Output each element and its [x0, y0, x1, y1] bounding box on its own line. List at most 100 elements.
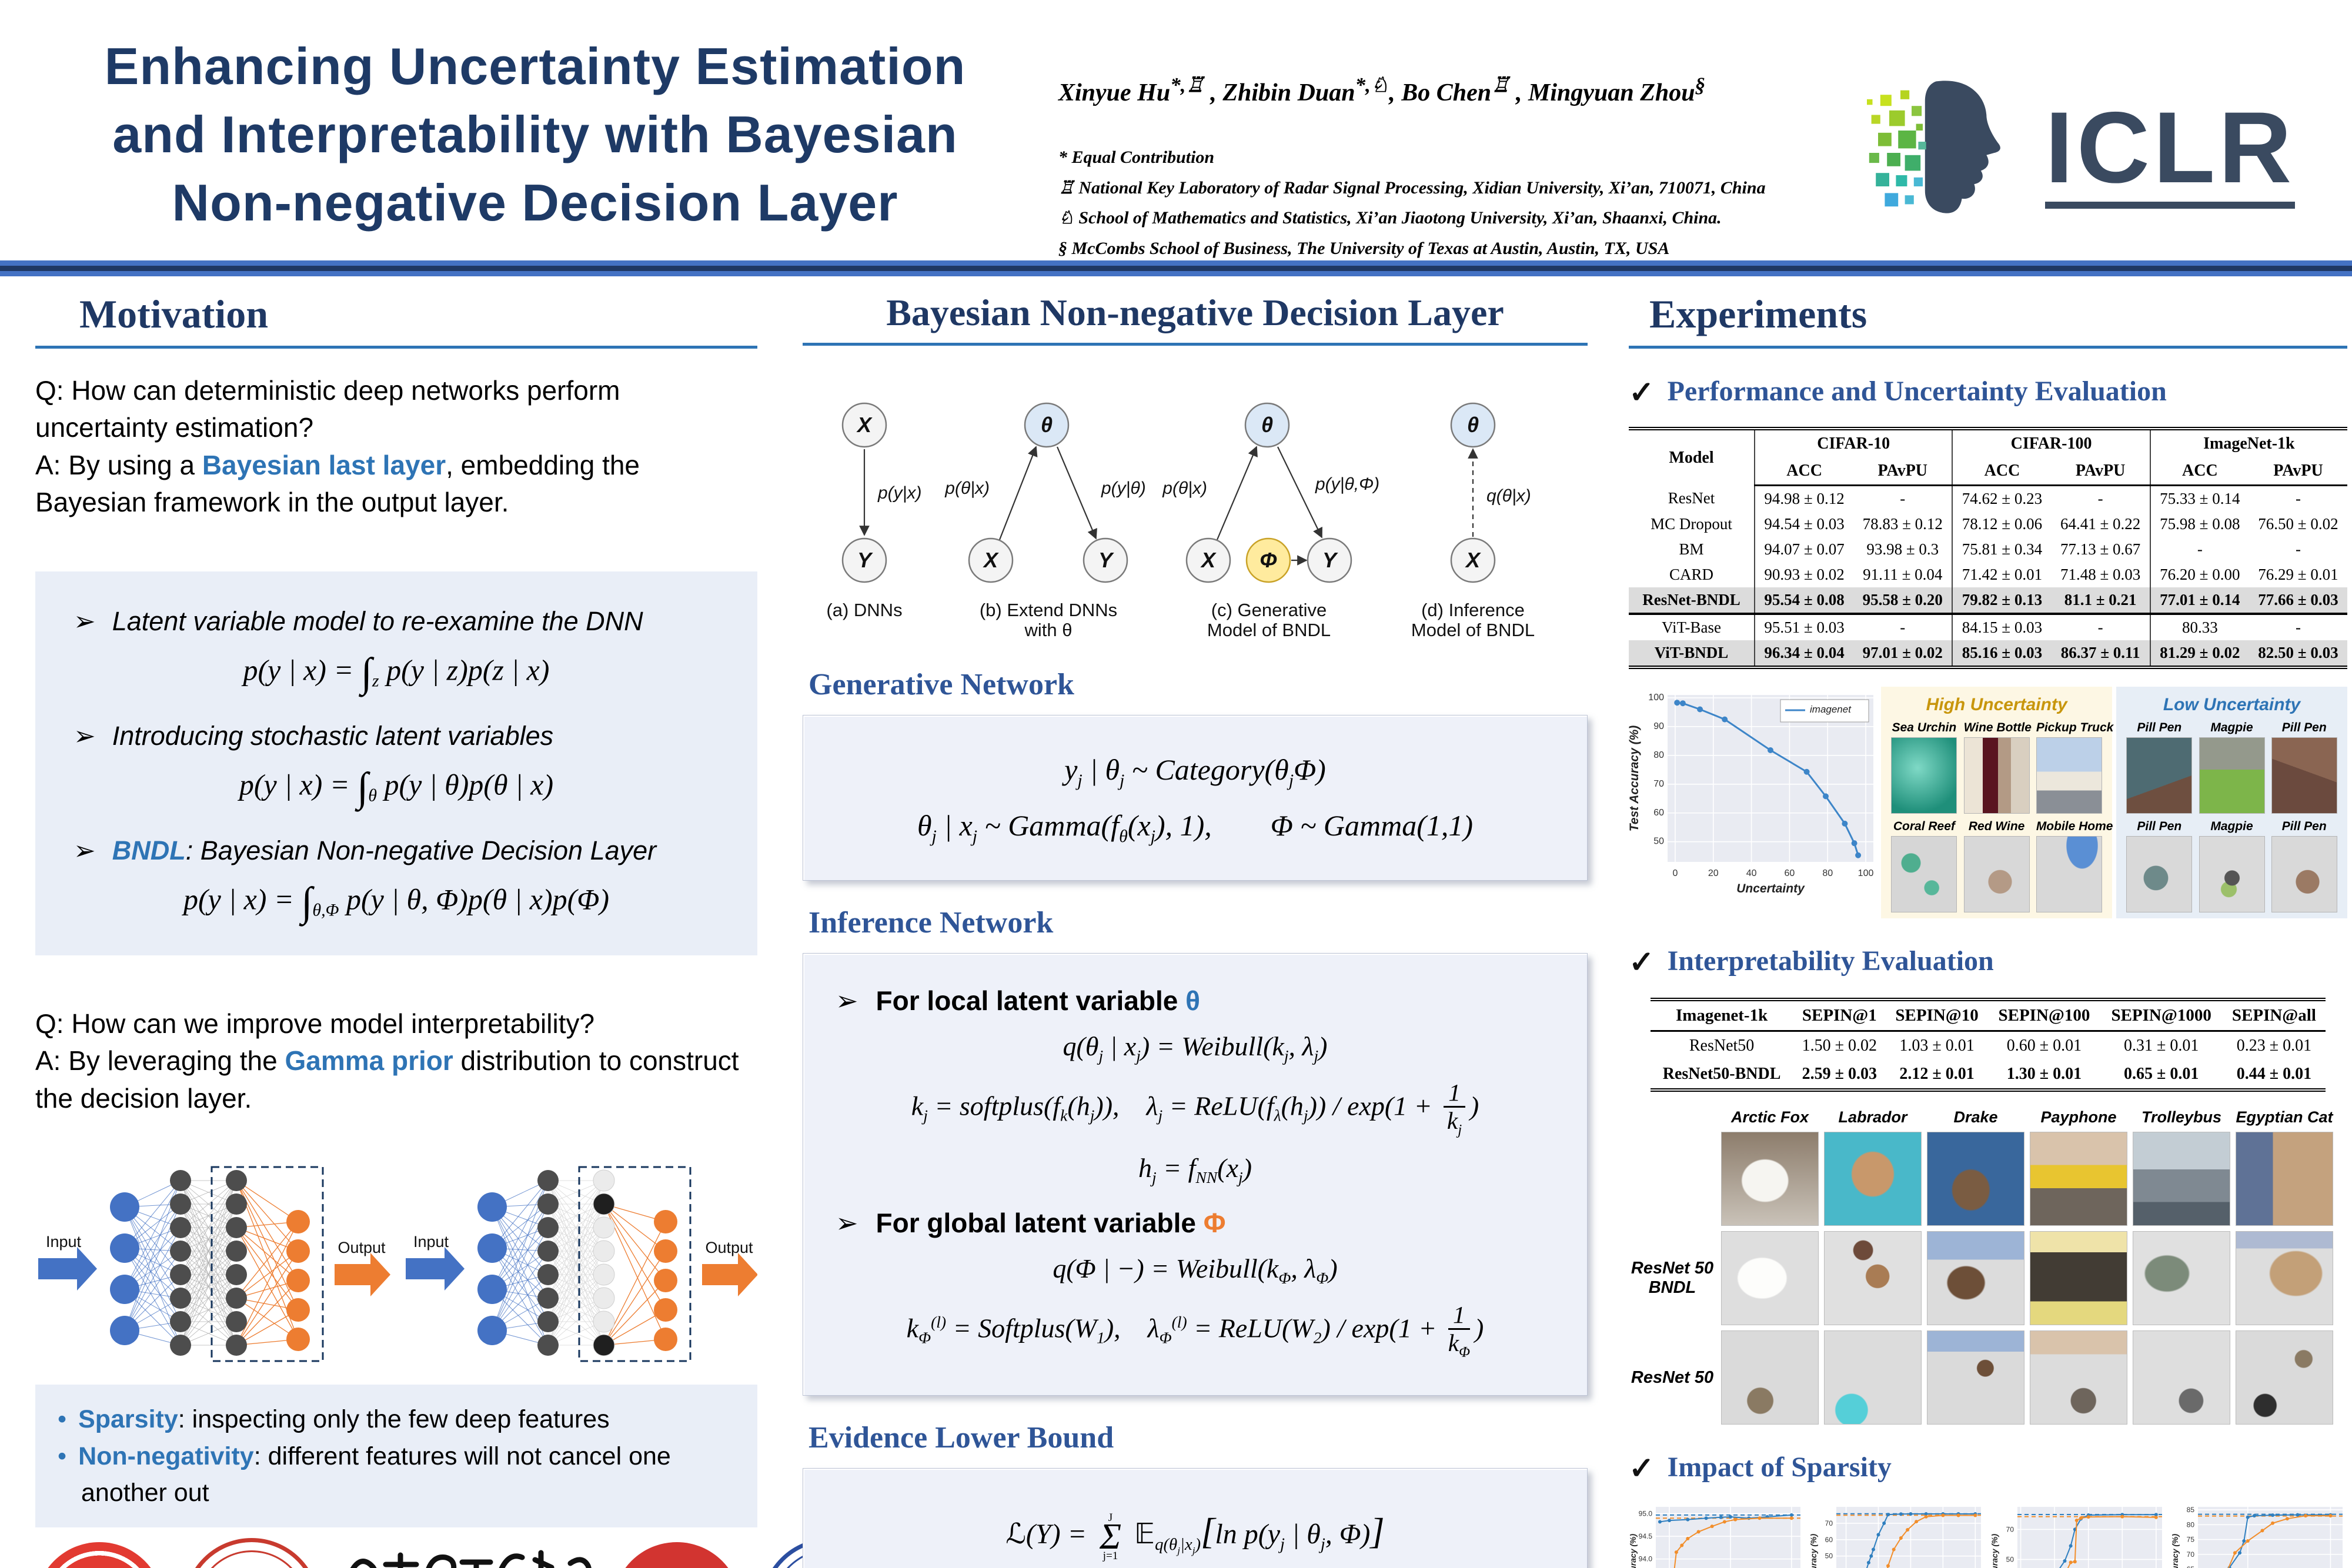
- sparsity-chart-cifar10: 92.593.093.594.094.595.010⁻²10⁻¹10⁰1 - S…: [1628, 1501, 1805, 1568]
- sparsity-chart-places10: 45505560657075808510⁻¹10⁰1 - SparsityTes…: [2170, 1501, 2347, 1568]
- bullet-item: ➢ Introducing stochastic latent variables: [74, 720, 554, 751]
- motivation-heading: Motivation: [79, 292, 269, 336]
- svg-text:80: 80: [1653, 750, 1664, 760]
- motivation-q1: Q: How can deterministic deep networks p…: [35, 375, 640, 518]
- svg-text:70: 70: [1825, 1519, 1833, 1527]
- arrow-bullet-icon: ➢: [74, 835, 96, 865]
- accuracy-vs-uncertainty-chart: 50 60 70 80 90 100 0 20 40 60 80 100 Uncertainty Test…: [1629, 693, 1873, 895]
- check-icon: ✓: [1629, 376, 1655, 410]
- svg-text:Y: Y: [1322, 548, 1338, 572]
- svg-text:θ: θ: [1041, 413, 1053, 437]
- svg-text:θ: θ: [1261, 413, 1273, 437]
- saliency-image: Mobile Home: [2036, 820, 2113, 912]
- iclr-face-icon: [1867, 81, 2000, 213]
- equation: p(y | x) = ∫θ p(y | θ)p(θ | x): [239, 764, 554, 810]
- table-row: ResNet50-BNDL 2.59 ± 0.03 2.12 ± 0.01 1.30 …: [1662, 1065, 2312, 1083]
- high-uncertainty-panel: High Uncertainty Sea Urchin Wine Bottle …: [1881, 687, 2113, 918]
- svg-text:50: 50: [1653, 837, 1664, 847]
- resnet-saliency: [2236, 1330, 2333, 1425]
- original-image: [2030, 1132, 2127, 1226]
- svg-text:70: 70: [2006, 1525, 2014, 1533]
- svg-text:Test Accuracy (%): Test Accuracy (%): [1990, 1533, 1999, 1568]
- svg-text:(c) Generative: (c) Generative: [1211, 600, 1327, 620]
- svg-text:p(y|x): p(y|x): [877, 483, 921, 503]
- svg-text:Input: Input: [413, 1233, 449, 1251]
- svg-text:with θ: with θ: [1024, 620, 1073, 640]
- inference-network-box: ➢ For local latent variable θ q(θj | xj) …: [803, 953, 1588, 1396]
- svg-text:95.0: 95.0: [1639, 1510, 1653, 1518]
- decision-layer-networks-figure: Input Output Input Output: [38, 1166, 758, 1362]
- svg-text:X: X: [1200, 548, 1217, 572]
- svg-text:imagenet: imagenet: [1810, 704, 1852, 715]
- sparsity-chart-imagenet1k: 1020304050607010⁻⁴10⁻³10⁻²10⁻¹10⁰1 - Spa…: [1809, 1501, 1986, 1568]
- svg-text:X: X: [983, 548, 999, 572]
- svg-text:50: 50: [2006, 1555, 2014, 1563]
- xidian-seal-logo: ✶: [183, 1538, 320, 1568]
- svg-text:p(θ|x): p(θ|x): [944, 479, 990, 498]
- svg-text:0: 0: [1673, 868, 1678, 878]
- low-uncertainty-panel: Low Uncertainty Pill Pen Magpie Pill Pen…: [2116, 687, 2347, 918]
- affiliation-line: ♖ National Key Laboratory of Radar Signa…: [1058, 178, 1766, 198]
- inference-network-heading: Inference Network: [808, 906, 1054, 940]
- generative-network-box: yj | θj ~ Category(θjΦ) θj | xj ~ Gamma(…: [803, 715, 1588, 881]
- generative-network-heading: Generative Network: [808, 668, 1074, 701]
- resnet-saliency: [1721, 1330, 1819, 1425]
- equation: p(y | x) = ∫z p(y | z)p(z | x): [243, 650, 550, 696]
- header-divider: [0, 260, 2352, 276]
- method-section: Bayesian Non-negative Decision Layer: [803, 291, 1588, 1568]
- latent-variable-box: ➢ Latent variable model to re-examine the…: [35, 571, 757, 955]
- section-rule: [35, 346, 757, 349]
- global-latent-title: ➢ For global latent variable Φ: [836, 1208, 1226, 1239]
- gear-icon: ⚙: [640, 1565, 714, 1568]
- example-image: Magpie: [2199, 721, 2265, 814]
- calligraphy-strokes: [350, 1550, 592, 1568]
- svg-text:Test Accuracy (%): Test Accuracy (%): [1809, 1533, 1818, 1568]
- saliency-image: Pill Pen: [2271, 820, 2337, 912]
- sepin-table: Imagenet-1k SEPIN@1 SEPIN@10 SEPIN@100 SEP…: [1650, 998, 2326, 1092]
- svg-text:50: 50: [1825, 1552, 1833, 1560]
- check-icon: ✓: [1629, 945, 1655, 979]
- svg-text:Φ: Φ: [1259, 548, 1277, 572]
- table-row: ViT-BNDL 96.34 ± 0.04 97.01 ± 0.02 85.16 ± …: [1629, 640, 2347, 667]
- original-image: [2133, 1132, 2230, 1226]
- performance-table: Model CIFAR-10 CIFAR-100 ImageNet-1k ACC…: [1629, 427, 2347, 669]
- example-image: Wine Bottle: [1963, 721, 2032, 814]
- equation: kΦ(l) = Softplus(W1), λΦ(l) = ReLU(W2) /…: [906, 1301, 1484, 1360]
- equation: q(Φ | −) = Weibull(kΦ, λΦ): [1053, 1253, 1338, 1288]
- nklab-rsp-seal-logo: [35, 1542, 163, 1568]
- resnet-saliency: [1824, 1330, 1922, 1425]
- example-image: Pill Pen: [2271, 721, 2337, 814]
- sparsity-charts: 92.593.093.594.094.595.010⁻²10⁻¹10⁰1 - S…: [1628, 1501, 2347, 1568]
- bndl-saliency: [2030, 1231, 2127, 1325]
- svg-text:Output: Output: [338, 1239, 386, 1256]
- sparsity-chart-cifar100: 1030507010⁻⁴10⁻³10⁻²10⁻¹10⁰1 - SparsityT…: [1990, 1501, 2167, 1568]
- row-label-bndl: ResNet 50 BNDL: [1631, 1259, 1714, 1297]
- interpretability-grid: Arctic Fox Labrador Drake Payphone Trolley…: [1629, 1108, 2347, 1425]
- motivation-q2: Q: How can we improve model interpretabi…: [35, 1008, 739, 1114]
- section-rule: [1629, 346, 2347, 349]
- svg-text:80: 80: [2187, 1520, 2195, 1529]
- original-image: [1824, 1132, 1922, 1226]
- example-image: Pill Pen: [2126, 721, 2193, 814]
- arrow-bullet-icon: ➢: [74, 720, 96, 751]
- svg-text:90: 90: [1653, 721, 1664, 731]
- arrow-bullet-icon: ➢: [74, 606, 96, 636]
- svg-text:Model of BNDL: Model of BNDL: [1207, 620, 1331, 640]
- svg-text:(a) DNNs: (a) DNNs: [826, 600, 902, 620]
- svg-text:Test Accuracy (%): Test Accuracy (%): [2171, 1533, 2180, 1568]
- svg-text:94.5: 94.5: [1639, 1532, 1653, 1540]
- svg-text:p(θ|x): p(θ|x): [1162, 479, 1207, 498]
- resnet-saliency: [2133, 1330, 2230, 1425]
- equation: kj = softplus(fk(hj)), λj = ReLU(fλ(hj))…: [911, 1079, 1479, 1138]
- svg-text:70: 70: [2187, 1550, 2195, 1559]
- xidian-calligraphy-logo: XIDIAN UNIVERSITY: [340, 1540, 593, 1568]
- example-image: Sea Urchin: [1891, 721, 1957, 814]
- check-item-interpretability: ✓ Interpretability Evaluation: [1629, 945, 1994, 979]
- network-diagram: Input Output Input Output: [35, 1132, 758, 1376]
- svg-text:Model of BNDL: Model of BNDL: [1411, 620, 1535, 640]
- iclr-logo: ICLR: [1867, 68, 2337, 238]
- table-row: BM 94.07 ± 0.07 93.98 ± 0.3 75.81 ± 0.34 77.…: [1629, 537, 2347, 562]
